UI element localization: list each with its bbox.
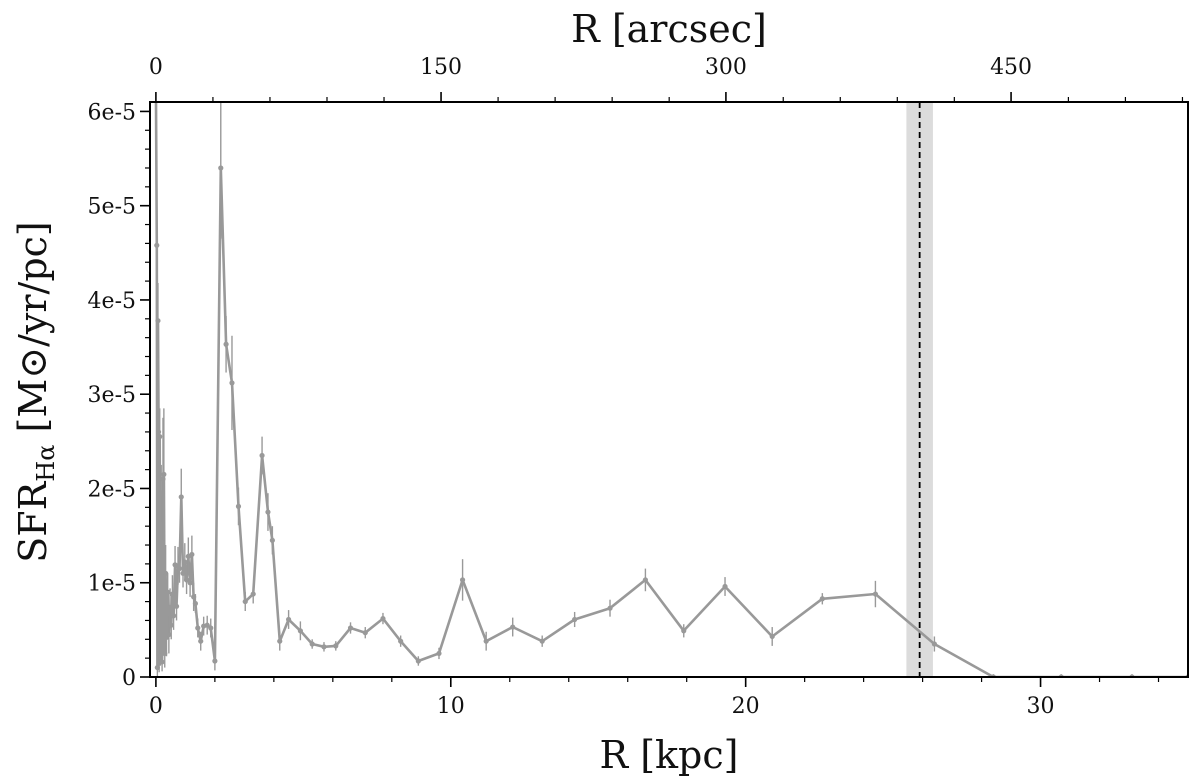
data-point [189, 551, 195, 558]
y-tick-label: 5e-5 [88, 195, 136, 220]
top-x-tick-label: 300 [705, 55, 747, 80]
data-point [321, 644, 327, 650]
ticks-layer [140, 92, 1184, 687]
data-point [163, 570, 169, 576]
data-point [178, 494, 184, 500]
data-point [277, 638, 283, 644]
top-x-tick-label: 450 [990, 55, 1032, 80]
data-point [769, 633, 775, 640]
data-point [483, 638, 489, 644]
y-axis-title-sub: Hα [32, 445, 60, 482]
data-point [192, 600, 199, 607]
data-point [155, 318, 161, 324]
plot-frame [149, 101, 1189, 678]
data-point [415, 658, 421, 664]
data-point [931, 641, 937, 647]
data-point [195, 625, 201, 631]
data-point [309, 641, 315, 647]
data-point [819, 596, 825, 602]
y-axis-title: SFRHα [M⊙/yr/pc] [11, 221, 60, 562]
data-point [165, 589, 171, 595]
data-point [204, 622, 210, 628]
y-tick-label: 0 [122, 666, 136, 691]
data-point [198, 638, 204, 644]
data-point [398, 638, 404, 644]
data-point [161, 471, 167, 477]
y-tick-label: 2e-5 [88, 477, 136, 502]
data-point [169, 591, 176, 597]
y-tick-label: 3e-5 [88, 383, 136, 408]
y-axis-title-main: SFR [11, 480, 55, 562]
data-point [539, 638, 545, 644]
top-x-tick-label: 0 [149, 55, 163, 80]
data-point [153, 81, 158, 86]
data-point [362, 630, 368, 636]
y-axis-title-units: [M⊙/yr/pc] [11, 221, 55, 444]
data-point [333, 643, 339, 649]
x-tick-label: 30 [1027, 694, 1055, 719]
uncertainty-band [906, 102, 933, 677]
data-point [166, 631, 172, 638]
data-point [182, 559, 188, 565]
series-layer [153, 81, 1188, 677]
data-point [607, 605, 613, 611]
data-point [154, 242, 160, 248]
data-point [173, 603, 180, 609]
data-point [235, 503, 242, 509]
data-point [250, 591, 256, 597]
data-point [218, 165, 224, 171]
x-axis-title: R [kpc] [600, 733, 739, 777]
data-point [681, 628, 687, 634]
data-point [297, 628, 303, 634]
data-point [259, 452, 265, 459]
data-point [459, 577, 466, 583]
data-point [170, 613, 177, 619]
data-point [157, 434, 163, 440]
data-point [208, 625, 214, 631]
x-tick-label: 0 [149, 694, 163, 719]
series-line [154, 102, 1188, 677]
data-point [269, 537, 275, 543]
data-point [223, 341, 229, 347]
top-x-axis-title: R [arcsec] [571, 7, 767, 51]
data-point [176, 565, 183, 572]
data-point [436, 650, 442, 657]
data-point [347, 625, 354, 631]
data-point [285, 616, 292, 623]
data-point [183, 577, 190, 583]
y-tick-label: 4e-5 [88, 289, 136, 314]
data-point [167, 604, 173, 610]
data-point [572, 616, 578, 623]
y-tick-label: 6e-5 [88, 100, 136, 125]
data-point [212, 658, 218, 664]
data-point [159, 659, 165, 665]
data-point [229, 380, 235, 386]
x-tick-label: 20 [732, 694, 760, 719]
data-point [872, 591, 879, 597]
data-point [510, 624, 516, 630]
data-point [242, 598, 248, 605]
top-x-tick-label: 150 [420, 55, 462, 80]
data-point [168, 622, 174, 628]
data-point [722, 583, 728, 590]
x-tick-label: 10 [437, 694, 465, 719]
data-point [160, 476, 166, 482]
data-point [380, 615, 386, 622]
data-point [187, 580, 193, 586]
data-point [642, 577, 649, 583]
data-point [265, 509, 271, 515]
y-tick-label: 1e-5 [88, 572, 136, 597]
